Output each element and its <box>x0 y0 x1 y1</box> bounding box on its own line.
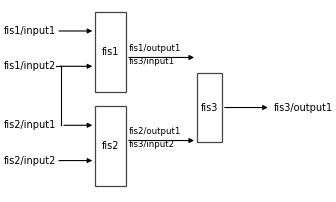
Bar <box>95 106 126 186</box>
Text: fis2/output1: fis2/output1 <box>129 127 181 136</box>
Text: fis3/output1: fis3/output1 <box>274 103 333 113</box>
Text: fis2: fis2 <box>102 141 119 151</box>
Text: fis1/output1: fis1/output1 <box>129 44 181 53</box>
Text: fis1: fis1 <box>102 47 119 57</box>
Text: fis3: fis3 <box>201 103 218 113</box>
Text: fis1/input2: fis1/input2 <box>4 61 56 71</box>
Text: fis2/input1: fis2/input1 <box>4 120 56 130</box>
Text: fis3/input1: fis3/input1 <box>129 57 175 66</box>
Text: fis1/input1: fis1/input1 <box>4 26 56 36</box>
Bar <box>197 73 222 142</box>
Bar <box>95 12 126 92</box>
Text: fis3/input2: fis3/input2 <box>129 140 175 149</box>
Text: fis2/input2: fis2/input2 <box>4 156 56 166</box>
